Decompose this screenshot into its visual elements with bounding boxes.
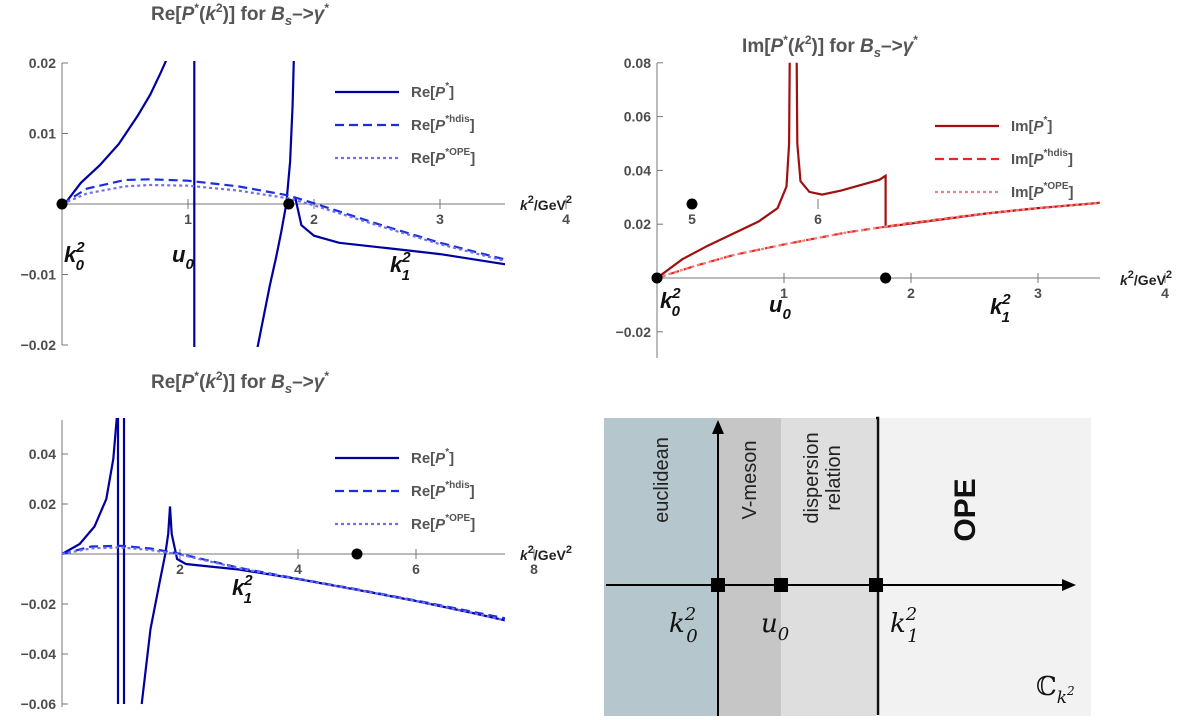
- plot-re-p-bs-top: Re[P*(k2)] for Bs–>γ* 1 2 3 4 5 6 0.02 0.01 −0.01…: [21, 1, 823, 353]
- x-tick-label: 2: [310, 211, 318, 227]
- region-v-meson: [718, 418, 781, 716]
- marker-point: [651, 272, 663, 284]
- x-tick-label: 3: [1034, 285, 1042, 301]
- x-axis-label: k2/GeV2: [520, 544, 572, 563]
- plot-title: Re[P*(k2)] for Bs–>γ*: [151, 369, 329, 396]
- marker-label-u0: u0: [172, 242, 194, 273]
- y-tick-label: −0.04: [21, 646, 57, 662]
- y-tick-label: 0.01: [29, 126, 56, 142]
- legend-label: Im[P*OPE]: [1011, 181, 1074, 201]
- region-ope: [876, 418, 1091, 716]
- x-tick-label: 8: [530, 561, 538, 577]
- series-line: [62, 61, 168, 209]
- series-line: [62, 418, 118, 555]
- y-tick-label: 0.02: [29, 55, 56, 71]
- marker-point: [880, 272, 892, 284]
- legend-label: Re[P*OPE]: [411, 513, 475, 533]
- series-line: [294, 196, 505, 266]
- legend-label: Re[P*OPE]: [411, 147, 475, 167]
- y-tick-label: −0.02: [616, 324, 652, 340]
- region-dispersion: [781, 418, 876, 716]
- y-tick-label: −0.02: [21, 596, 57, 612]
- series-line: [256, 61, 295, 347]
- plot-re-p-bs-bottom: Re[P*(k2)] for Bs–>γ*246810120.040.02−0.…: [21, 369, 778, 712]
- y-tick-label: 0.08: [624, 55, 651, 71]
- y-tick-label: −0.01: [21, 267, 57, 283]
- marker-label-k1: k2 1: [990, 291, 1011, 326]
- series-line: [657, 201, 1100, 280]
- y-tick-label: 0.02: [624, 216, 651, 232]
- x-tick-label: 2: [176, 561, 184, 577]
- label-v-meson: V-meson: [739, 441, 761, 520]
- marker-label-k0: k2 0: [64, 239, 85, 274]
- label-k0-squared: k2 0: [669, 604, 698, 647]
- complex-plane-diagram: euclidean V-meson dispersionrelation OPE k2 0…: [604, 416, 1091, 716]
- y-tick-label: 0.04: [29, 446, 56, 462]
- x-tick-label: 4: [1161, 285, 1169, 301]
- x-tick-label: 4: [294, 561, 302, 577]
- legend-label: Re[P*]: [411, 447, 454, 467]
- marker-point: [56, 198, 68, 210]
- x-tick-label: 1: [780, 285, 788, 301]
- y-tick-label: 0.06: [624, 109, 651, 125]
- plot-title: Re[P*(k2)] for Bs–>γ*: [151, 1, 329, 28]
- legend-label: Re[P*hdis]: [411, 114, 475, 134]
- marker-point: [283, 198, 295, 210]
- y-tick-label: 0.04: [624, 162, 651, 178]
- imag-axis-arrow: [712, 420, 724, 434]
- label-ope: OPE: [949, 478, 982, 541]
- x-tick-label: 1: [184, 211, 192, 227]
- point-marker: [774, 578, 788, 592]
- marker-point: [351, 548, 363, 560]
- label-euclidean: euclidean: [651, 437, 673, 523]
- series-line: [657, 201, 1100, 280]
- y-tick-label: 0.02: [29, 496, 56, 512]
- branch-cut-line: [876, 416, 880, 715]
- x-tick-label: 5: [688, 211, 696, 227]
- series-line: [657, 62, 791, 279]
- marker-label-k1: k2 1: [232, 572, 253, 607]
- plot-im-p-bs: Im[P*(k2)] for Bs–>γ* 1 2 3 4 5 6 0.08 0.06 0.04 0…: [616, 33, 1172, 358]
- y-tick-label: −0.06: [21, 696, 57, 712]
- x-tick-label: 2: [907, 285, 915, 301]
- series-line: [62, 544, 505, 620]
- legend-label: Im[P*]: [1011, 115, 1052, 135]
- plot-title: Im[P*(k2)] for Bs–>γ*: [742, 33, 918, 60]
- marker-label-k0: k2 0: [660, 285, 681, 320]
- y-tick-label: −0.02: [21, 337, 57, 353]
- x-tick-label: 4: [562, 211, 570, 227]
- legend-label: Im[P*hdis]: [1011, 148, 1073, 168]
- legend-label: Re[P*]: [411, 81, 454, 101]
- region-euclidean: [604, 418, 718, 716]
- series-line: [795, 62, 1100, 229]
- legend-label: Re[P*hdis]: [411, 480, 475, 500]
- series-line: [62, 178, 505, 261]
- point-marker: [711, 578, 725, 592]
- x-axis-label: k2/GeV2: [520, 194, 572, 213]
- label-dispersion-relation: dispersionrelation: [801, 432, 845, 523]
- x-tick-label: 6: [814, 211, 822, 227]
- marker-point: [686, 198, 698, 210]
- x-tick-label: 3: [436, 211, 444, 227]
- real-axis-arrow: [1062, 579, 1076, 591]
- label-k1-squared: k2 1: [890, 604, 919, 647]
- point-marker: [869, 578, 883, 592]
- x-axis-label: k2/GeV2: [1120, 269, 1172, 288]
- marker-label-u0: u0: [769, 292, 791, 323]
- label-u0: u0: [761, 609, 789, 645]
- marker-label-k1: k2 1: [390, 249, 411, 284]
- label-complex-plane: ℂk2: [1036, 672, 1075, 708]
- x-tick-label: 6: [412, 561, 420, 577]
